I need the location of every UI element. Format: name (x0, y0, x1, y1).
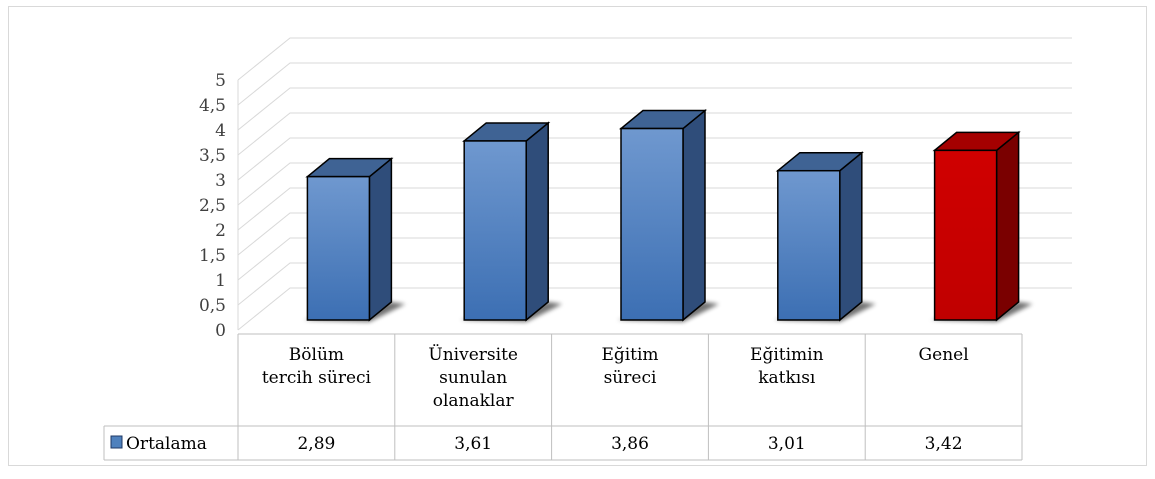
category-label-line: olanaklar (433, 391, 515, 411)
y-tick-label: 4 (215, 121, 226, 141)
category-label: Eğitimin katkısı (750, 345, 824, 388)
y-axis-ticks: 0 0,5 1 1,5 2 2,5 3 3,5 4 4,5 5 (199, 71, 226, 341)
y-tick-label: 4,5 (199, 96, 226, 116)
category-label: Üniversite sunulan olanaklar (428, 344, 518, 411)
bar (933, 149, 998, 321)
category-label-line: sunulan (439, 368, 507, 388)
grid-line (237, 112, 1072, 156)
category-label-line: Eğitim (601, 345, 658, 365)
y-tick-label: 1,5 (199, 246, 226, 266)
data-label: 3,42 (925, 434, 963, 454)
legend-swatch (110, 435, 123, 449)
data-label: 3,01 (768, 434, 806, 454)
category-label-line: süreci (604, 368, 657, 388)
bar-side (839, 151, 863, 322)
bar-side (682, 108, 706, 322)
category-label-line: katkısı (758, 368, 816, 388)
y-tick-label: 1 (215, 271, 226, 291)
y-tick-label: 3 (215, 171, 226, 191)
bar-side (525, 121, 549, 322)
bar (463, 140, 527, 321)
y-tick-label: 5 (215, 71, 226, 91)
grid-line (237, 37, 1072, 81)
y-tick-label: 2 (215, 221, 226, 241)
legend-label: Ortalama (126, 434, 207, 454)
category-label-line: Genel (919, 345, 969, 365)
category-label: Genel (919, 345, 969, 365)
y-tick-label: 0,5 (199, 296, 226, 316)
grid-line (237, 137, 1072, 181)
bar-side (368, 157, 393, 322)
y-tick-label: 3,5 (199, 146, 226, 166)
category-label-line: Eğitimin (750, 345, 824, 365)
data-table: Bölüm tercih süreci 2,89 Üniversite sunulan o… (103, 333, 1023, 461)
category-label: Bölüm tercih süreci (262, 345, 372, 388)
category-label-line: Bölüm (289, 345, 344, 365)
bar (306, 175, 371, 321)
data-label: 2,89 (297, 434, 335, 454)
y-tick-label: 2,5 (199, 196, 226, 216)
bar (777, 169, 841, 321)
data-label: 3,61 (454, 434, 492, 454)
category-label: Eğitim süreci (601, 345, 658, 388)
category-label-line: Üniversite (428, 344, 518, 365)
grid-line (237, 62, 1072, 106)
grid-line (237, 87, 1072, 131)
bars (303, 108, 1033, 322)
category-label-line: tercih süreci (262, 368, 372, 388)
data-label: 3,86 (611, 434, 649, 454)
bar-side (995, 130, 1020, 322)
bar (620, 127, 684, 321)
chart-frame (8, 6, 1147, 466)
y-tick-label: 0 (215, 321, 226, 341)
